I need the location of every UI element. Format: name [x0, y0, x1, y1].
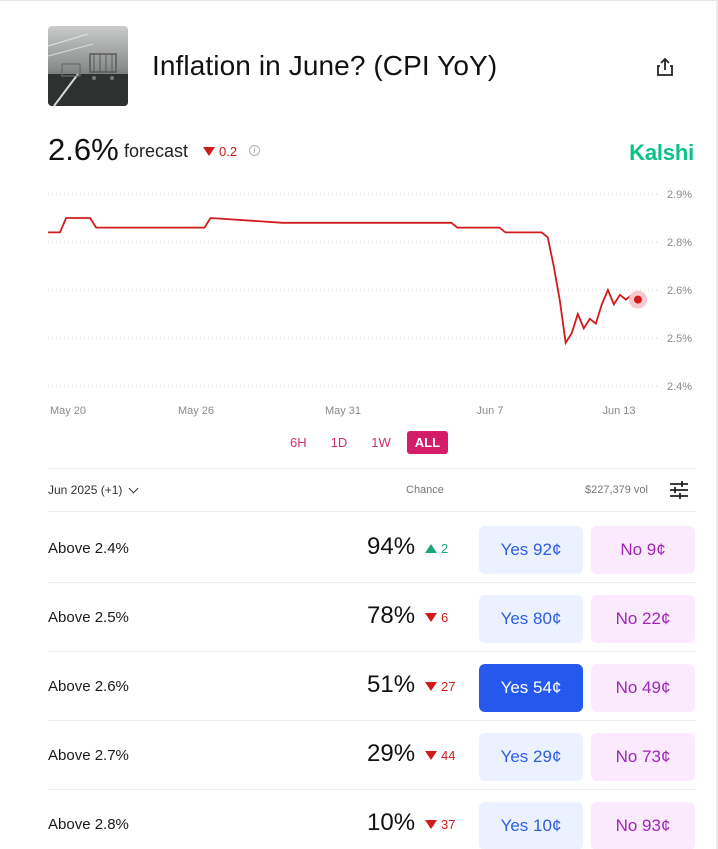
period-label: Jun 2025 (+1): [48, 483, 123, 497]
forecast-change-value: 0.2: [219, 144, 238, 159]
forecast-label: forecast: [124, 141, 189, 161]
range-selector: 6H 1D 1W ALL: [282, 431, 449, 454]
up-arrow-icon: [425, 544, 437, 553]
row-divider: [48, 582, 696, 583]
market-header: Inflation in June? (CPI YoY): [48, 26, 698, 106]
y-tick-label: 2.4%: [667, 381, 692, 393]
down-arrow-icon: [425, 820, 437, 829]
outcome-label: Above 2.5%: [48, 609, 129, 626]
yes-button[interactable]: Yes 92¢: [479, 526, 583, 574]
outcome-chance: 10%: [367, 809, 416, 836]
x-tick-label: May 31: [325, 405, 361, 417]
outcome-change: 2: [425, 541, 448, 556]
outcome-change-value: 27: [441, 679, 456, 694]
outcome-row: Above 2.7% 29% 44 Yes 29¢ No 73¢: [48, 721, 696, 790]
chart-svg: 2.9% 2.8% 2.6% 2.5% 2.4% May 20 May 26 May 31 Ju…: [48, 189, 692, 417]
down-arrow-icon: [203, 147, 215, 156]
yes-button[interactable]: Yes 80¢: [479, 595, 583, 643]
range-1d-button[interactable]: 1D: [330, 435, 348, 450]
y-tick-label: 2.6%: [667, 285, 692, 297]
row-divider: [48, 789, 696, 790]
price-chart: 2.9% 2.8% 2.6% 2.5% 2.4% May 20 May 26 May 31 Ju…: [0, 180, 718, 420]
period-dropdown[interactable]: Jun 2025 (+1): [48, 483, 139, 497]
outcome-change: 44: [425, 748, 455, 763]
range-all-button[interactable]: ALL: [406, 431, 449, 454]
chance-header: Chance: [406, 484, 444, 496]
market-title: Inflation in June? (CPI YoY): [152, 50, 498, 81]
x-tick-label: May 20: [50, 405, 86, 417]
outcome-change-value: 2: [441, 541, 449, 556]
outcome-label: Above 2.8%: [48, 816, 129, 833]
y-tick-label: 2.9%: [667, 189, 692, 201]
volume-label: $227,379 vol: [585, 484, 648, 496]
outcome-chance: 94%: [367, 533, 416, 560]
x-tick-label: Jun 13: [602, 405, 635, 417]
divider: [48, 468, 696, 469]
outcome-chance: 29%: [367, 740, 416, 767]
forecast-change: 0.2: [203, 144, 237, 159]
last-point-marker: [633, 295, 642, 304]
yes-button[interactable]: Yes 10¢: [479, 802, 583, 849]
outcome-row: Above 2.8% 10% 37 Yes 10¢ No 93¢: [48, 790, 696, 849]
top-border: [0, 0, 718, 1]
divider: [48, 511, 696, 512]
no-button[interactable]: No 9¢: [591, 526, 695, 574]
y-tick-label: 2.5%: [667, 333, 692, 345]
no-button[interactable]: No 22¢: [591, 595, 695, 643]
x-tick-label: May 26: [178, 405, 214, 417]
row-divider: [48, 720, 696, 721]
outcome-change: 27: [425, 679, 455, 694]
no-button[interactable]: No 73¢: [591, 733, 695, 781]
outcome-chance: 78%: [367, 602, 416, 629]
outcome-change: 6: [425, 610, 448, 625]
no-button[interactable]: No 49¢: [591, 664, 695, 712]
outcome-row: Above 2.5% 78% 6 Yes 80¢ No 22¢: [48, 583, 696, 652]
range-6h-button[interactable]: 6H: [290, 435, 307, 450]
y-tick-label: 2.8%: [667, 237, 692, 249]
share-icon[interactable]: [654, 56, 676, 78]
yes-button-selected[interactable]: Yes 54¢: [479, 664, 583, 712]
row-divider: [48, 651, 696, 652]
outcome-change-value: 44: [441, 748, 456, 763]
down-arrow-icon: [425, 613, 437, 622]
outcomes-header: Jun 2025 (+1) Chance $227,379 vol: [48, 478, 696, 504]
forecast-summary: 2.6% forecast 0.2 i Kalshi: [48, 132, 696, 172]
market-thumbnail: [48, 26, 128, 106]
no-button[interactable]: No 93¢: [591, 802, 695, 849]
forecast-value: 2.6%: [48, 132, 119, 167]
down-arrow-icon: [425, 682, 437, 691]
scrollbar-track[interactable]: [716, 0, 718, 849]
outcome-label: Above 2.4%: [48, 540, 129, 557]
x-tick-label: Jun 7: [477, 405, 504, 417]
info-icon[interactable]: i: [249, 145, 260, 156]
brand-logo[interactable]: Kalshi: [629, 140, 694, 165]
outcome-chance: 51%: [367, 671, 416, 698]
chevron-down-icon: [128, 483, 139, 494]
outcome-label: Above 2.6%: [48, 678, 129, 695]
outcome-change-value: 6: [441, 610, 449, 625]
yes-button[interactable]: Yes 29¢: [479, 733, 583, 781]
outcome-row: Above 2.4% 94% 2 Yes 92¢ No 9¢: [48, 514, 696, 583]
down-arrow-icon: [425, 751, 437, 760]
sliders-icon[interactable]: [668, 479, 690, 501]
outcome-label: Above 2.7%: [48, 747, 129, 764]
outcome-change: 37: [425, 817, 455, 832]
outcome-change-value: 37: [441, 817, 456, 832]
series-line: [48, 217, 639, 346]
outcome-row: Above 2.6% 51% 27 Yes 54¢ No 49¢: [48, 652, 696, 721]
range-1w-button[interactable]: 1W: [371, 435, 391, 450]
